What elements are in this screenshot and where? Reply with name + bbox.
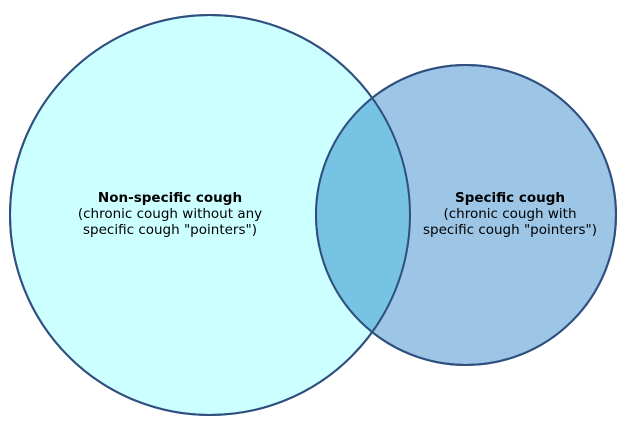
overlap-region xyxy=(316,65,410,365)
non-specific-cough-label: Non-specific cough (chronic cough withou… xyxy=(60,190,280,238)
non-specific-cough-circle-outline xyxy=(9,14,411,416)
specific-cough-description-line1: (chronic cough with xyxy=(443,206,577,222)
specific-cough-title: Specific cough xyxy=(454,190,566,206)
non-specific-cough-description-line2: specific cough "pointers") xyxy=(83,222,257,238)
specific-cough-circle-outline xyxy=(315,64,617,366)
specific-cough-label: Specific cough (chronic cough with speci… xyxy=(410,190,610,238)
non-specific-cough-description-line1: (chronic cough without any xyxy=(77,206,263,222)
specific-cough-description-line2: specific cough "pointers") xyxy=(423,222,597,238)
non-specific-cough-title: Non-specific cough xyxy=(97,190,243,206)
